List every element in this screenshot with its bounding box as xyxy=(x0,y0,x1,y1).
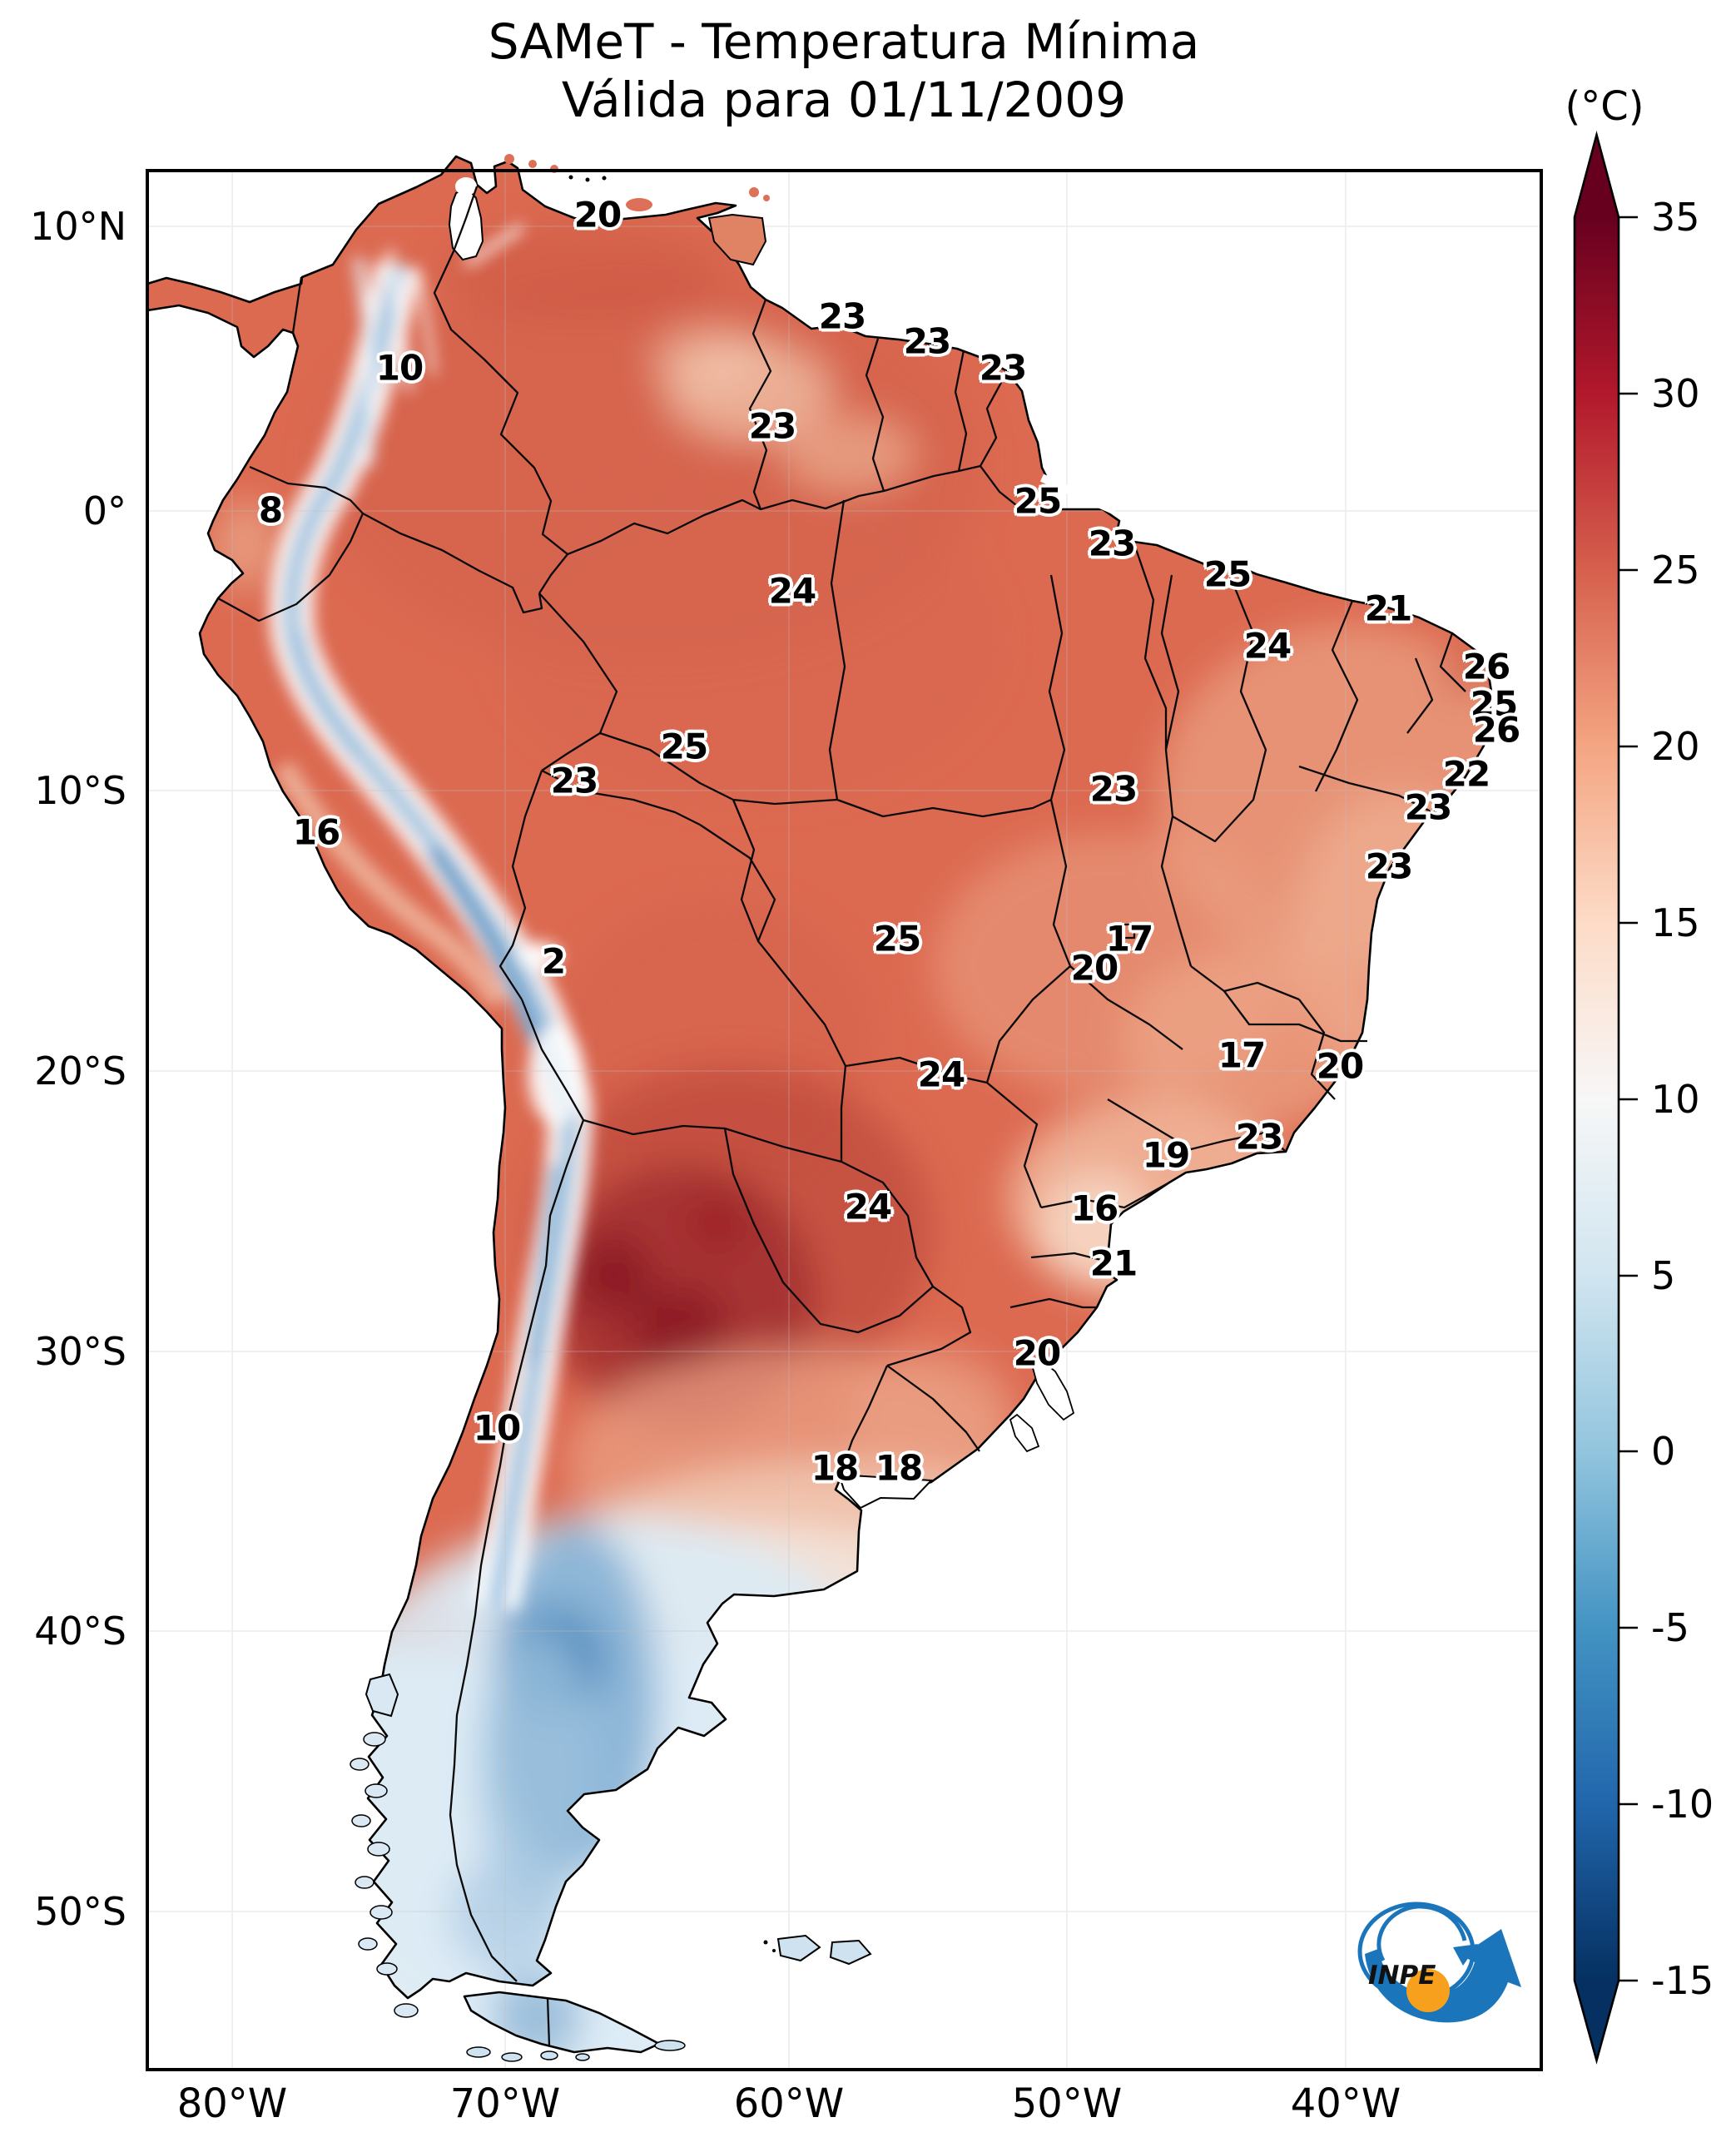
colorbar-unit-label: (°C) xyxy=(1565,83,1644,130)
latitude-tick-label: 30°S xyxy=(34,1329,126,1374)
temperature-value-label: 10 xyxy=(375,347,424,389)
temperature-value-label: 23 xyxy=(1235,1116,1283,1158)
colorbar-tick-label: -5 xyxy=(1651,1605,1689,1650)
temperature-value-label: 25 xyxy=(1470,683,1518,725)
temperature-value-label: 2 xyxy=(541,940,566,982)
colorbar-tick-label: 25 xyxy=(1651,548,1700,593)
islands xyxy=(350,154,872,2062)
logo-text: INPE xyxy=(1368,1961,1436,1991)
longitude-tick-label: 50°W xyxy=(1011,2080,1123,2127)
temperature-value-label: 16 xyxy=(292,811,340,853)
colorbar-tick-label: -15 xyxy=(1651,1958,1714,2003)
colorbar-tick-label: 0 xyxy=(1651,1429,1676,1474)
temperature-value-label: 19 xyxy=(1142,1134,1190,1176)
colorbar xyxy=(1573,130,1638,2065)
temperature-value-label: 24 xyxy=(768,570,816,612)
temperature-value-label: 23 xyxy=(1404,786,1452,828)
colorbar-tick-label: 15 xyxy=(1651,900,1700,945)
temperature-value-label: 23 xyxy=(1089,768,1138,810)
temperature-value-label: 26 xyxy=(1472,709,1520,751)
coastline xyxy=(146,155,1493,2054)
colorbar-tick-label: 5 xyxy=(1651,1253,1676,1298)
andes-cold-band xyxy=(269,223,593,1610)
temperature-value-label: 8 xyxy=(258,489,283,531)
temperature-value-label: 17 xyxy=(1218,1034,1266,1076)
latitude-tick-label: 50°S xyxy=(34,1889,126,1934)
temperature-value-label: 20 xyxy=(1316,1045,1364,1087)
logo-orange-globe-icon xyxy=(1406,1969,1450,2012)
figure-subtitle: Válida para 01/11/2009 xyxy=(561,72,1127,128)
temperature-value-label: 20 xyxy=(1013,1332,1061,1374)
temperature-value-label: 10 xyxy=(473,1407,521,1449)
colorbar-tick-marks xyxy=(1619,216,1638,1982)
temperature-value-label: 24 xyxy=(1243,625,1292,667)
temperature-value-label: 25 xyxy=(873,918,921,959)
water-bodies xyxy=(448,177,1128,1510)
temperature-value-label: 23 xyxy=(1088,523,1136,564)
temperature-value-label: 24 xyxy=(844,1186,892,1227)
logo-big-arrow-icon xyxy=(1365,1929,1521,2023)
temperature-value-label: 23 xyxy=(1365,845,1413,887)
longitude-tick-label: 80°W xyxy=(176,2080,288,2127)
colorbar-tick-label: 10 xyxy=(1651,1077,1700,1122)
temperature-value-label: 25 xyxy=(1203,553,1252,595)
temperature-value-label: 21 xyxy=(1364,588,1412,629)
colorbar-tick-label: -10 xyxy=(1651,1782,1714,1827)
logo-swirl-inner xyxy=(1376,1904,1467,1962)
temperature-value-label: 22 xyxy=(1442,753,1490,795)
temperature-value-label: 23 xyxy=(818,295,866,337)
inpe-logo: INPE xyxy=(1357,1902,1521,2023)
temperature-value-label: 23 xyxy=(748,405,796,447)
longitude-tick-label: 40°W xyxy=(1290,2080,1401,2127)
latitude-tick-label: 10°N xyxy=(30,204,126,249)
temperature-value-label: 26 xyxy=(1462,646,1510,687)
temperature-value-label: 23 xyxy=(903,320,951,362)
temperature-value-label: 25 xyxy=(660,726,708,767)
latitude-tick-label: 20°S xyxy=(34,1049,126,1093)
latitude-tick-label: 10°S xyxy=(34,768,126,813)
longitude-tick-label: 60°W xyxy=(733,2080,845,2127)
temperature-value-label: 18 xyxy=(875,1447,923,1489)
latitude-tick-label: 0° xyxy=(82,488,126,533)
latitude-tick-label: 40°S xyxy=(34,1609,126,1654)
temperature-value-label: 18 xyxy=(811,1447,859,1489)
figure-title: SAMeT - Temperatura Mínima xyxy=(488,13,1200,70)
temperature-value-label: 25 xyxy=(1014,480,1062,522)
temperature-value-label: 20 xyxy=(573,194,622,236)
temperature-value-label: 21 xyxy=(1089,1242,1138,1284)
longitude-tick-label: 70°W xyxy=(449,2080,561,2127)
temperature-value-label: 17 xyxy=(1105,918,1153,959)
temperature-value-label: 20 xyxy=(1070,947,1118,989)
temperature-value-label: 16 xyxy=(1070,1188,1118,1229)
political-borders xyxy=(217,186,1466,2046)
colorbar-tick-label: 20 xyxy=(1651,724,1700,769)
temperature-value-label: 23 xyxy=(979,347,1027,389)
colorbar-tick-label: 30 xyxy=(1651,371,1700,416)
temperature-value-label: 23 xyxy=(550,760,598,801)
plot-frame xyxy=(146,169,1543,2071)
colorbar-tick-label: 35 xyxy=(1651,195,1700,240)
temperature-value-label: 24 xyxy=(917,1054,965,1095)
